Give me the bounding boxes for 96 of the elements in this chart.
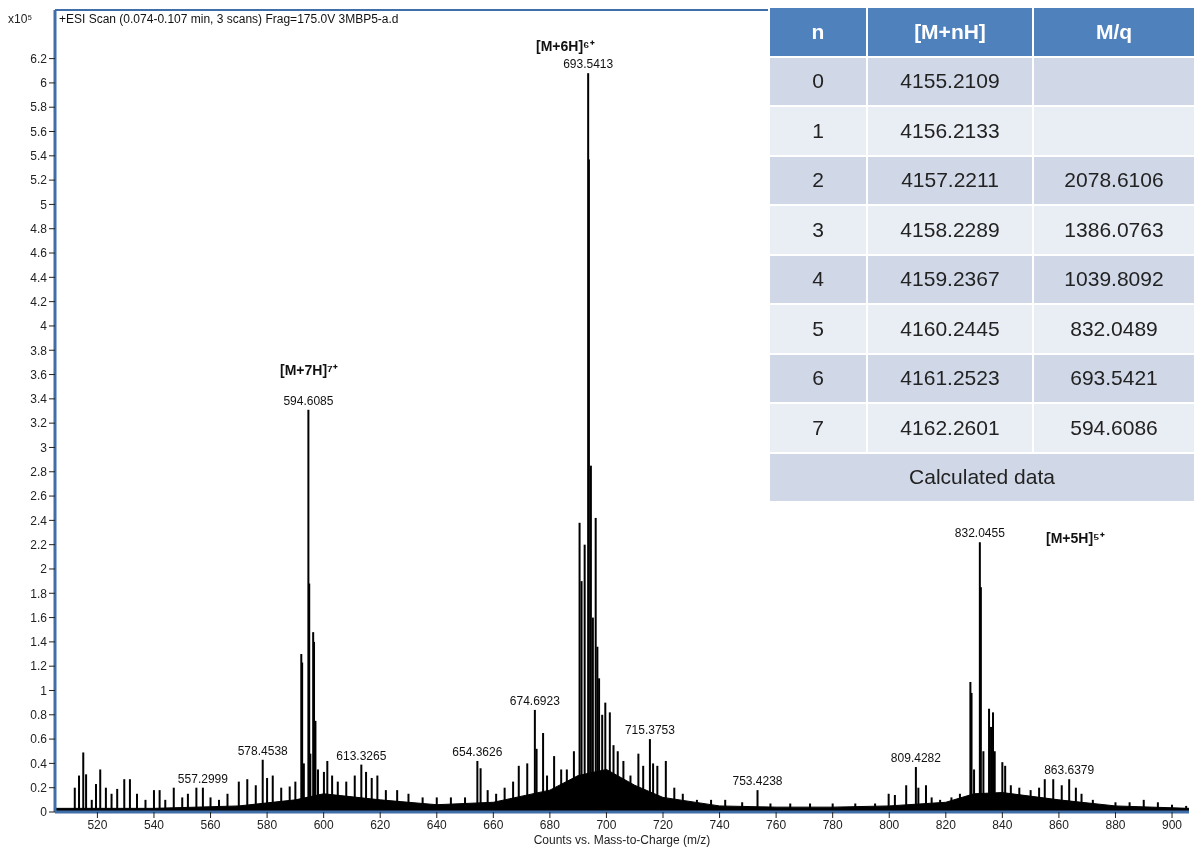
- annotation: 0: [770, 57, 868, 107]
- annotation: 832.0455: [954, 526, 1006, 541]
- x-axis-title: Counts vs. Mass-to-Charge (m/z): [533, 833, 711, 847]
- x-tick-label: 880: [1105, 817, 1126, 832]
- x-tick-label: 620: [370, 817, 391, 832]
- annotation: 1039.8092: [1034, 255, 1196, 305]
- y-tick-label: 3: [40, 440, 48, 455]
- annotation: 4155.2109: [868, 57, 1034, 107]
- y-axis-title: x10⁵: [8, 12, 33, 26]
- x-tick-label: 700: [596, 817, 617, 832]
- x-tick-label: 580: [257, 817, 278, 832]
- x-tick-label: 520: [87, 817, 108, 832]
- x-tick-label: 860: [1048, 817, 1070, 832]
- annotation: 4156.2133: [868, 107, 1034, 157]
- y-tick-label: 5: [40, 197, 48, 212]
- annotation: 557.2999: [177, 771, 229, 786]
- y-tick-label: 0.4: [30, 756, 48, 771]
- annotation: 4158.2289: [868, 206, 1034, 256]
- y-tick-label: 2.2: [30, 537, 48, 552]
- y-tick-label: 3.2: [30, 416, 48, 431]
- x-tick-label: 820: [935, 817, 957, 832]
- annotation: 1: [770, 107, 868, 157]
- x-tick-label: 680: [539, 817, 561, 832]
- annotation: 693.5413: [563, 57, 614, 72]
- annotation: 4: [770, 255, 868, 305]
- annotation: [M+6H]⁶⁺: [536, 37, 595, 55]
- annotation: [M+nH]: [868, 8, 1034, 58]
- y-tick-label: 3.4: [30, 392, 48, 407]
- x-tick-label: 720: [652, 817, 674, 832]
- annotation: 578.4538: [237, 743, 289, 758]
- y-tick-label: 0: [40, 805, 48, 820]
- annotation: 2078.6106: [1034, 156, 1196, 206]
- y-tick-label: 6: [40, 76, 48, 91]
- y-tick-label: 4.2: [30, 294, 48, 309]
- x-tick-label: 560: [200, 817, 221, 832]
- annotation: 7: [770, 404, 868, 454]
- y-tick-label: 0.2: [30, 780, 48, 795]
- y-tick-label: 4.8: [30, 221, 48, 236]
- annotation: 5: [770, 305, 868, 355]
- y-tick-label: 5.6: [30, 124, 48, 139]
- x-tick-label: 840: [992, 817, 1013, 832]
- annotation: M/q: [1034, 8, 1196, 58]
- annotation: 2: [770, 156, 868, 206]
- annotation: 715.3753: [624, 723, 676, 738]
- y-tick-label: 5.8: [30, 100, 48, 115]
- y-tick-label: 1.2: [30, 659, 48, 674]
- x-tick-label: 660: [483, 817, 504, 832]
- y-tick-label: 0.6: [30, 732, 48, 747]
- annotation: 753.4238: [732, 774, 783, 789]
- y-tick-label: 2: [40, 562, 48, 577]
- x-tick-label: 740: [709, 817, 730, 832]
- annotation: 594.6085: [283, 393, 334, 408]
- y-tick-label: 4.6: [30, 246, 48, 261]
- annotation: [M+5H]⁵⁺: [1046, 529, 1105, 547]
- y-tick-label: 2.8: [30, 465, 48, 480]
- y-tick-label: 1.8: [30, 586, 48, 601]
- annotation: 3: [770, 206, 868, 256]
- x-tick-label: 540: [143, 817, 165, 832]
- annotation: 693.5421: [1034, 354, 1196, 404]
- x-tick-label: 800: [879, 817, 900, 832]
- x-tick-label: 760: [766, 817, 787, 832]
- annotation: 4159.2367: [868, 255, 1034, 305]
- annotation: 674.6923: [509, 693, 561, 708]
- annotation: Calculated data: [770, 453, 1196, 503]
- y-tick-label: 1.4: [30, 635, 48, 650]
- annotation: 613.3265: [336, 748, 387, 763]
- y-tick-label: 1: [40, 683, 48, 698]
- annotation: 4160.2445: [868, 305, 1034, 355]
- x-tick-label: 780: [822, 817, 844, 832]
- y-tick-label: 5.4: [30, 149, 48, 164]
- y-tick-label: 2.4: [30, 513, 48, 528]
- chart-title: +ESI Scan (0.074-0.107 min, 3 scans) Frag=175.0V 3MBP5-a.d: [59, 12, 399, 26]
- annotation: 4157.2211: [868, 156, 1034, 206]
- x-tick-label: 600: [313, 817, 334, 832]
- y-tick-label: 4.4: [30, 270, 48, 285]
- y-tick-label: 2.6: [30, 489, 48, 504]
- annotation: 1386.0763: [1034, 206, 1196, 256]
- annotation: 863.6379: [1044, 763, 1095, 778]
- annotation: 594.6086: [1034, 404, 1196, 454]
- x-tick-label: 900: [1162, 817, 1183, 832]
- y-tick-label: 1.6: [30, 610, 48, 625]
- annotation: 809.4282: [890, 751, 942, 766]
- annotation: 654.3626: [452, 744, 503, 759]
- y-tick-label: 4: [40, 319, 48, 334]
- x-tick-label: 640: [426, 817, 448, 832]
- annotation: [M+7H]⁷⁺: [280, 361, 338, 379]
- annotation: n: [770, 8, 868, 58]
- y-tick-label: 5.2: [30, 173, 48, 188]
- y-tick-label: 6.2: [30, 51, 48, 66]
- annotation: 4162.2601: [868, 404, 1034, 454]
- annotation: 832.0489: [1034, 305, 1196, 355]
- y-tick-label: 3.8: [30, 343, 48, 358]
- annotation: 4161.2523: [868, 354, 1034, 404]
- annotation: 6: [770, 354, 868, 404]
- y-tick-label: 3.6: [30, 367, 48, 382]
- y-tick-label: 0.8: [30, 708, 48, 723]
